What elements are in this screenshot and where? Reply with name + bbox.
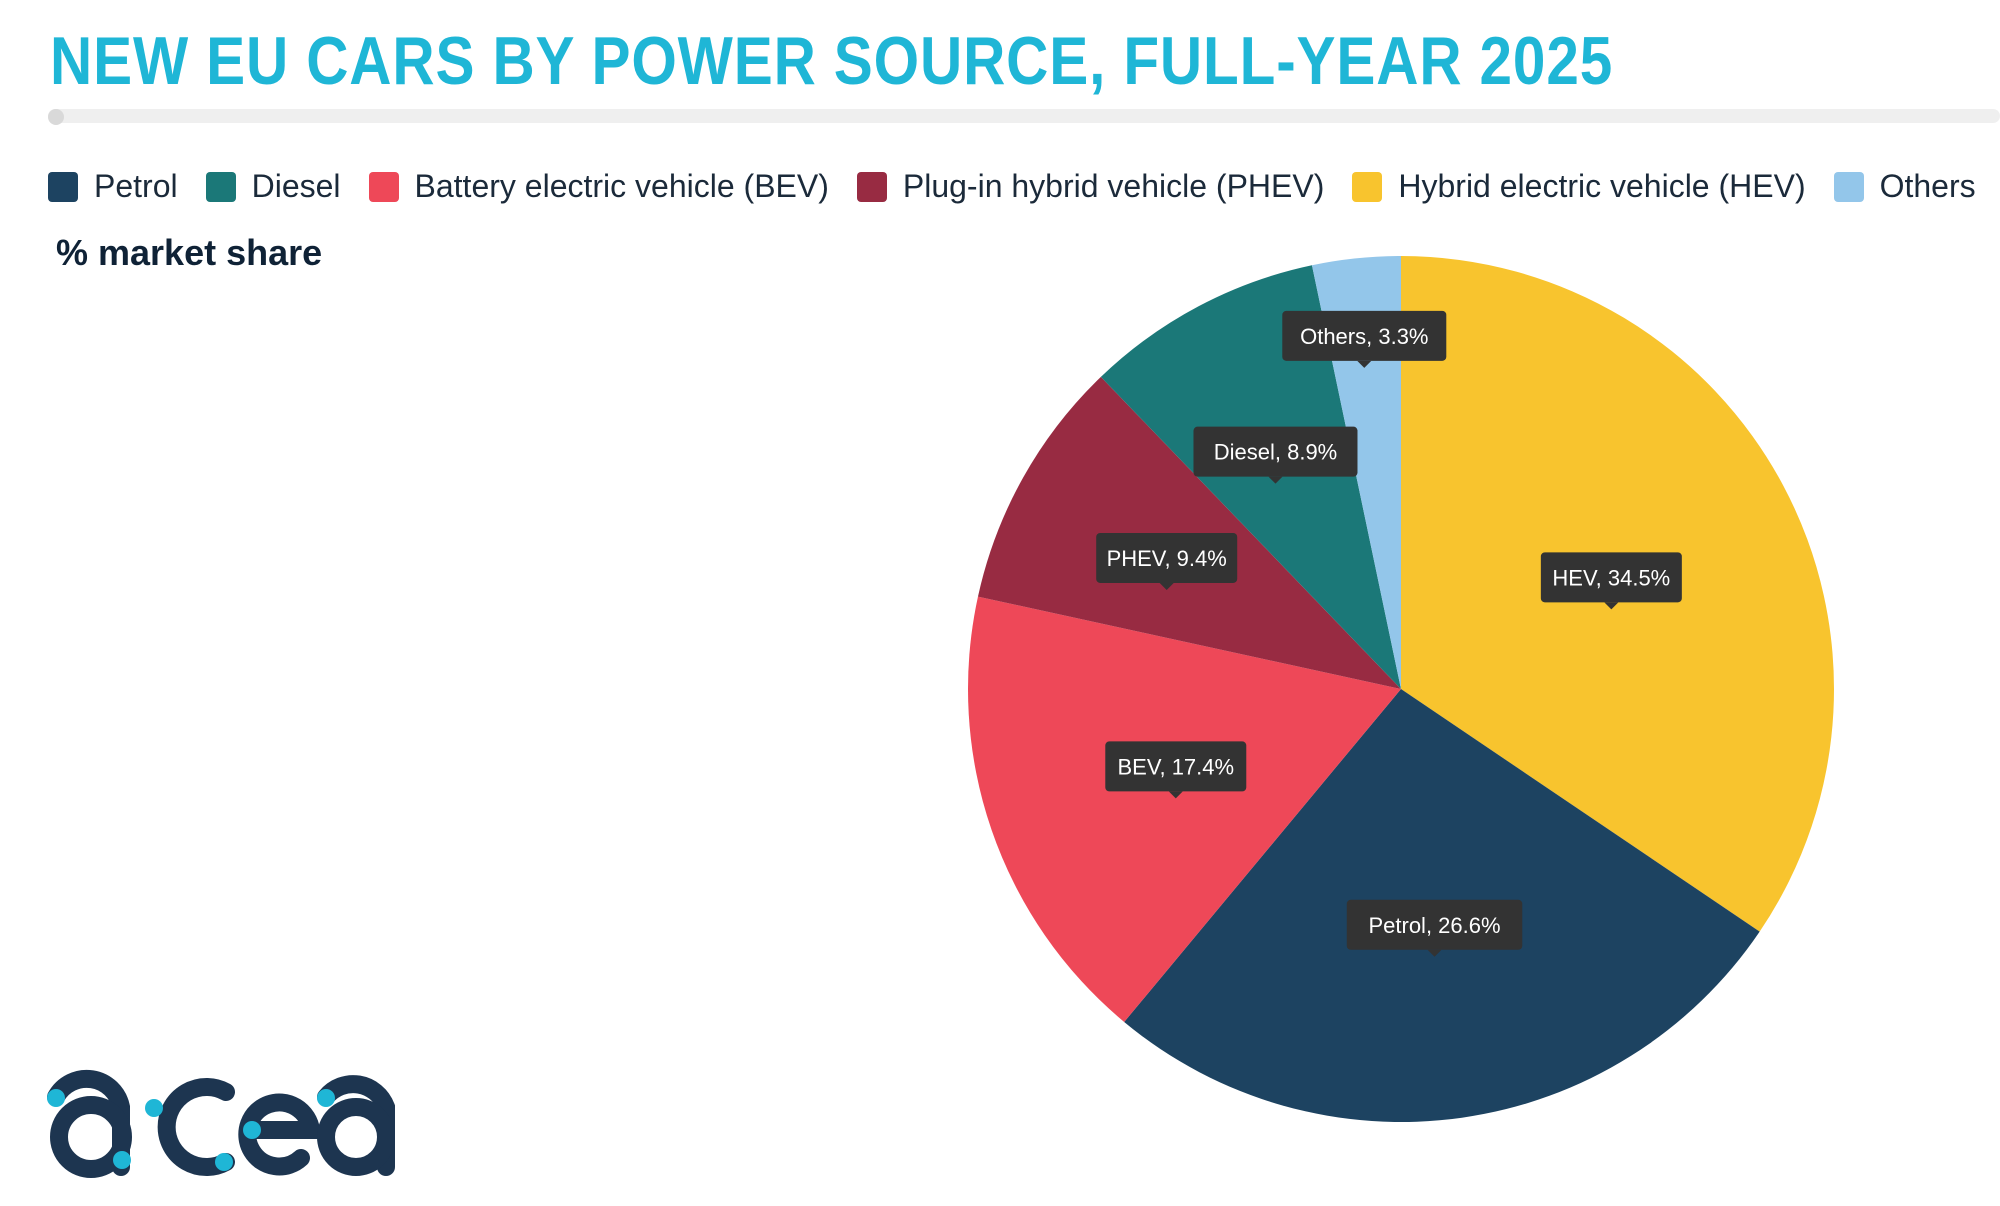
- legend-swatch: [1352, 171, 1383, 202]
- slice-label-text: Others, 3.3%: [1300, 324, 1428, 349]
- pie-slice-diesel[interactable]: [1100, 265, 1401, 689]
- title-divider: [48, 109, 2000, 123]
- legend-item-diesel[interactable]: Diesel: [205, 168, 341, 205]
- slice-label-text: HEV, 34.5%: [1552, 565, 1670, 590]
- slice-label-pointer: [1268, 476, 1283, 484]
- legend-swatch: [48, 171, 78, 202]
- slice-label-bev: BEV, 17.4%: [1105, 741, 1247, 799]
- legend-label: Petrol: [94, 168, 178, 204]
- legend-swatch: [1833, 171, 1864, 202]
- slice-label-pointer: [1357, 360, 1372, 368]
- slice-label-text: BEV, 17.4%: [1117, 754, 1234, 779]
- acea-logo: acea: [47, 1069, 395, 1178]
- slice-label-pointer: [1427, 949, 1442, 957]
- slice-label-text: Petrol, 26.6%: [1368, 913, 1500, 938]
- slice-label-pointer: [1604, 602, 1619, 610]
- slice-label-phev: PHEV, 9.4%: [1096, 532, 1238, 590]
- legend-swatch: [856, 171, 887, 202]
- slice-label-box: [1540, 552, 1682, 603]
- slice-label-box: [1346, 899, 1523, 950]
- legend-swatch: [205, 171, 236, 202]
- legend-item-petrol[interactable]: Petrol: [48, 168, 178, 205]
- divider-knob: [48, 109, 64, 125]
- slice-label-pointer: [1168, 791, 1183, 799]
- slice-label-box: [1193, 426, 1358, 477]
- chart-subtitle: % market share: [56, 232, 323, 273]
- legend-label: Others: [1879, 168, 1976, 204]
- slice-label-text: Diesel, 8.9%: [1214, 440, 1338, 465]
- slice-label-box: [1282, 310, 1447, 361]
- legend-label: Plug-in hybrid vehicle (PHEV): [902, 168, 1325, 204]
- chart-title: NEW EU CARS BY POWER SOURCE, FULL-YEAR 2…: [50, 23, 1614, 99]
- legend-label: Diesel: [251, 168, 341, 204]
- slice-label-box: [1105, 741, 1247, 792]
- legend-item-phev[interactable]: Plug-in hybrid vehicle (PHEV): [856, 168, 1325, 205]
- legend-item-hev[interactable]: Hybrid electric vehicle (HEV): [1352, 168, 1806, 205]
- legend-label: Battery electric vehicle (BEV): [414, 168, 829, 204]
- slice-label-box: [1096, 532, 1238, 583]
- slice-label-diesel: Diesel, 8.9%: [1193, 426, 1358, 484]
- chart-legend: Petrol Diesel Battery electric vehicle (…: [48, 168, 2000, 205]
- pie-slice-phev[interactable]: [977, 376, 1401, 689]
- slice-label-hev: HEV, 34.5%: [1540, 552, 1682, 610]
- pie-slice-bev[interactable]: [968, 596, 1401, 1022]
- legend-label: Hybrid electric vehicle (HEV): [1398, 168, 1806, 204]
- slice-label-text: PHEV, 9.4%: [1107, 546, 1227, 571]
- slice-label-pointer: [1159, 582, 1174, 590]
- legend-swatch: [368, 171, 399, 202]
- legend-item-bev[interactable]: Battery electric vehicle (BEV): [368, 168, 829, 205]
- slice-label-others: Others, 3.3%: [1282, 310, 1447, 368]
- legend-item-others[interactable]: Others: [1833, 168, 1976, 205]
- slice-label-petrol: Petrol, 26.6%: [1346, 899, 1523, 957]
